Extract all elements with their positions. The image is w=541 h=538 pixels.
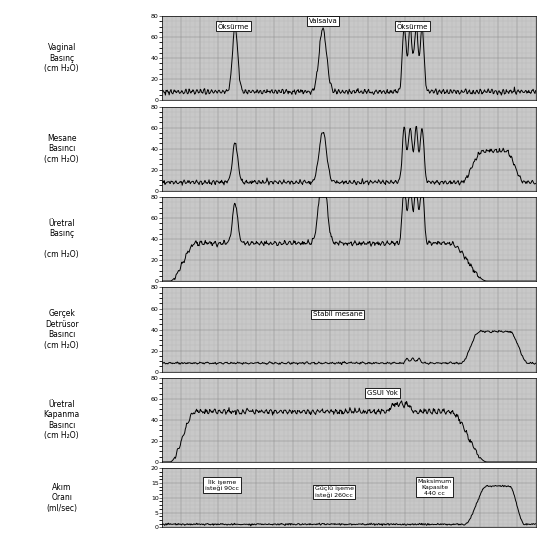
Text: Öksürme: Öksürme (397, 23, 428, 30)
Text: Stabil mesane: Stabil mesane (313, 312, 362, 317)
Text: Öksürme: Öksürme (217, 23, 249, 30)
Text: Mesane
Basıncı
(cm H₂O): Mesane Basıncı (cm H₂O) (44, 134, 79, 164)
Text: Gerçek
Detrüsor
Basıncı
(cm H₂O): Gerçek Detrüsor Basıncı (cm H₂O) (44, 309, 79, 350)
Text: Vaginal
Basınç
(cm H₂O): Vaginal Basınç (cm H₂O) (44, 43, 79, 73)
Text: Akım
Oranı
(ml/sec): Akım Oranı (ml/sec) (46, 483, 77, 513)
Text: Maksimum
Kapasite
440 cc: Maksimum Kapasite 440 cc (418, 479, 452, 495)
Text: Güçlü işeme
isteği 260cc: Güçlü işeme isteği 260cc (314, 486, 353, 498)
Text: Üretral
Basınç

(cm H₂O): Üretral Basınç (cm H₂O) (44, 219, 79, 259)
Text: Valsalva: Valsalva (308, 18, 337, 24)
Text: İlk işeme
isteği 90cc: İlk işeme isteği 90cc (205, 479, 239, 491)
Text: GSUI Yok: GSUI Yok (367, 390, 398, 396)
Text: Üretral
Kapanma
Basıncı
(cm H₂O): Üretral Kapanma Basıncı (cm H₂O) (43, 400, 80, 440)
